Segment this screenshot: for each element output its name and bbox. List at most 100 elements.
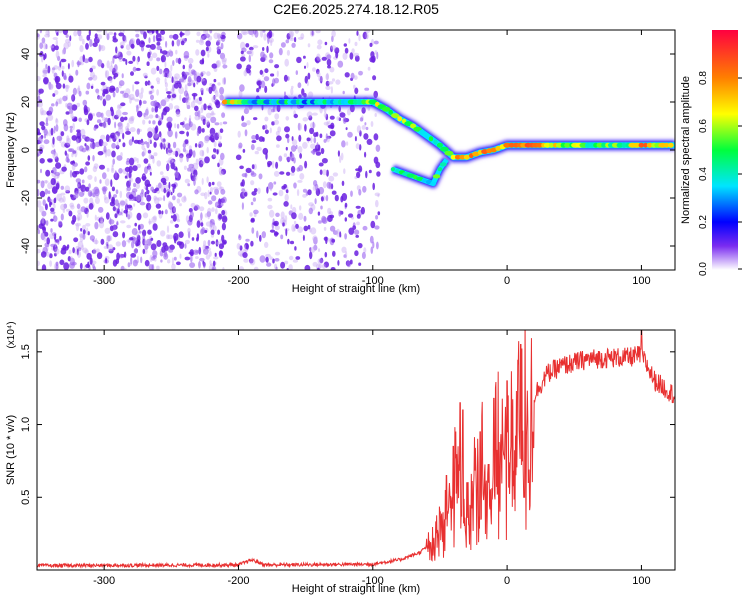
noise-speckle [86, 227, 89, 236]
noise-speckle [39, 30, 42, 34]
noise-speckle [58, 30, 63, 34]
noise-speckle [110, 60, 113, 67]
noise-speckle [136, 158, 139, 164]
noise-speckle [307, 189, 312, 196]
noise-speckle [353, 52, 360, 57]
noise-speckle [195, 39, 200, 43]
noise-speckle [356, 171, 361, 179]
noise-speckle [376, 51, 379, 60]
noise-speckle [318, 75, 324, 82]
noise-speckle [158, 104, 162, 109]
noise-speckle [219, 170, 224, 176]
noise-speckle [47, 65, 51, 74]
noise-speckle [82, 233, 86, 240]
noise-speckle [163, 143, 166, 150]
noise-speckle [86, 82, 91, 90]
noise-speckle [344, 202, 348, 208]
noise-speckle [54, 156, 59, 163]
noise-speckle [118, 253, 124, 259]
noise-speckle [179, 153, 184, 159]
noise-speckle [43, 139, 50, 145]
noise-speckle [167, 142, 171, 149]
noise-speckle [48, 106, 54, 114]
colorbar: 0.00.20.40.60.8 Normalized spectral ampl… [680, 30, 742, 276]
noise-speckle [98, 220, 105, 229]
noise-speckle [88, 56, 93, 63]
noise-speckle [132, 55, 136, 62]
noise-speckle [203, 30, 206, 35]
noise-speckle [77, 241, 84, 249]
noise-speckle [236, 63, 242, 70]
noise-speckle [146, 30, 152, 34]
noise-speckle [241, 122, 248, 128]
noise-speckle [285, 189, 289, 194]
noise-speckle [177, 57, 182, 65]
noise-speckle [216, 241, 221, 245]
noise-speckle [246, 64, 252, 70]
x-tick-label: -200 [227, 275, 249, 287]
noise-speckle [223, 241, 226, 245]
noise-speckle [53, 65, 59, 70]
noise-speckle [252, 197, 256, 202]
noise-speckle [304, 264, 311, 270]
noise-speckle [201, 78, 207, 86]
noise-speckle [148, 136, 152, 144]
noise-speckle [207, 207, 212, 215]
noise-speckle [117, 122, 123, 127]
noise-speckle [152, 223, 158, 231]
noise-speckle [174, 123, 177, 129]
noise-speckle [184, 84, 188, 93]
noise-speckle [196, 75, 202, 83]
noise-speckle [114, 132, 120, 140]
noise-speckle [37, 179, 41, 184]
noise-speckle [203, 262, 206, 269]
noise-speckle [169, 50, 174, 57]
noise-speckle [45, 169, 51, 177]
noise-speckle [40, 251, 47, 258]
noise-speckle [118, 121, 123, 130]
noise-speckle [205, 30, 208, 37]
noise-speckle [99, 95, 103, 101]
noise-speckle [141, 189, 144, 195]
noise-speckle [50, 207, 55, 212]
noise-speckle [245, 238, 250, 242]
noise-speckle [211, 181, 215, 186]
noise-speckle [80, 206, 87, 213]
noise-speckle [259, 255, 266, 263]
noise-speckle [164, 97, 170, 102]
noise-speckle [112, 55, 115, 64]
noise-speckle [125, 126, 129, 132]
noise-speckle [165, 87, 168, 92]
noise-speckle [86, 211, 89, 218]
noise-speckle [201, 227, 206, 234]
noise-speckle [316, 53, 321, 61]
noise-speckle [259, 234, 262, 242]
noise-speckle [49, 45, 55, 49]
noise-speckle [57, 65, 62, 71]
noise-speckle [175, 167, 178, 173]
track-blob [621, 142, 627, 148]
noise-speckle [337, 60, 344, 68]
noise-speckle [115, 86, 120, 94]
noise-speckle [106, 33, 110, 41]
noise-speckle [92, 113, 96, 117]
noise-speckle [289, 153, 295, 161]
noise-speckle [136, 105, 139, 113]
noise-speckle [190, 69, 196, 75]
noise-speckle [116, 104, 122, 110]
noise-speckle [140, 46, 145, 52]
noise-speckle [240, 50, 244, 55]
noise-speckle [253, 209, 259, 215]
noise-speckle [183, 55, 190, 59]
noise-speckle [151, 30, 154, 34]
noise-speckle [269, 127, 272, 134]
noise-speckle [93, 36, 100, 44]
noise-speckle [217, 46, 220, 52]
noise-speckle [241, 53, 246, 58]
noise-speckle [322, 181, 327, 189]
noise-speckle [214, 208, 218, 215]
noise-speckle [198, 160, 204, 168]
noise-speckle [50, 218, 54, 222]
noise-speckle [194, 204, 200, 211]
noise-speckle [145, 108, 149, 116]
